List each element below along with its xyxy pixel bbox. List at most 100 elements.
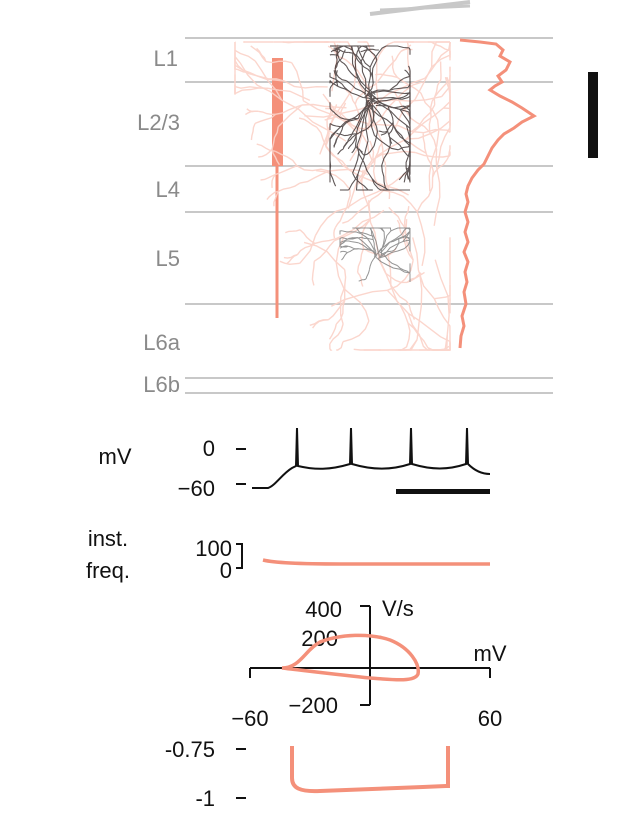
dendrite-segment xyxy=(256,47,267,62)
bottom-tick-neg075: -0.75 xyxy=(165,737,215,762)
dendrite-segment xyxy=(412,237,435,300)
dendrite-segment xyxy=(380,233,402,254)
dendrite-segment xyxy=(356,103,371,146)
dendrite-segment xyxy=(285,229,301,234)
dendrite-segment xyxy=(404,92,411,95)
dendrite-segment xyxy=(361,45,370,51)
inst-freq-trace xyxy=(262,558,490,566)
layer-label-l23: L2/3 xyxy=(137,110,180,135)
dendrite-segment xyxy=(342,320,370,343)
dendrite-segment xyxy=(377,77,426,103)
dendrite-segment xyxy=(389,77,404,91)
dendrite-segment xyxy=(355,120,362,136)
dendrite-segment xyxy=(337,104,374,131)
dendrite-segment xyxy=(431,41,450,52)
phase-x-tick-60: 60 xyxy=(478,706,502,731)
layer-label-l6a: L6a xyxy=(143,330,180,355)
dendrite-segment xyxy=(266,190,279,201)
dendrite-segment xyxy=(346,65,359,80)
morphology-cloud xyxy=(234,41,451,351)
morphology-grey-neuron xyxy=(339,227,411,282)
dendrite-segment xyxy=(275,165,298,176)
dendrite-segment xyxy=(376,41,395,62)
dendrite-segment xyxy=(298,117,318,128)
dendrite-segment xyxy=(337,48,349,53)
dendrite-segment xyxy=(420,92,440,131)
phase-y-tick-400: 400 xyxy=(305,597,342,622)
dendrite-segment xyxy=(343,288,370,322)
dendrite-segment xyxy=(273,191,280,207)
dendrite-segment xyxy=(367,100,378,127)
dendrite-segment xyxy=(326,104,338,121)
dendrite-segment xyxy=(299,229,316,244)
dendrite-segment xyxy=(345,240,359,244)
dendrite-segment xyxy=(387,278,407,302)
dendrite-segment xyxy=(351,236,362,239)
dendrite-segment xyxy=(334,58,343,70)
dendrite-segment xyxy=(416,177,434,213)
dendrite-segment xyxy=(344,269,347,301)
dendrite-segment xyxy=(333,137,338,147)
dendrite-segment xyxy=(378,248,405,259)
dendrite-segment xyxy=(315,169,351,191)
dendrite-segment xyxy=(431,82,448,102)
dendrite-segment xyxy=(336,126,344,139)
inst-freq-label-line2: freq. xyxy=(86,558,130,583)
dendrite-segment xyxy=(391,55,398,78)
dendrite-segment xyxy=(341,230,362,235)
dendrite-segment xyxy=(329,323,344,345)
dendrite-segment xyxy=(433,79,442,105)
dendrite-segment xyxy=(329,80,339,87)
dendrite-segment xyxy=(329,102,333,111)
dendrite-segment xyxy=(342,139,349,150)
dendrite-segment xyxy=(334,56,338,70)
dendrite-segment xyxy=(275,104,303,115)
dendrite-segment xyxy=(336,341,344,351)
dendrite-segment xyxy=(271,126,279,150)
freq-tick-0: 0 xyxy=(220,558,232,583)
dendrite-segment xyxy=(347,133,358,142)
dendrite-segment xyxy=(388,50,402,68)
dendrite-segment xyxy=(392,124,411,146)
morphology-dark-neuron xyxy=(329,45,411,191)
dendrite-segment xyxy=(340,245,349,248)
dendrite-segment xyxy=(336,132,345,137)
dendrite-segment xyxy=(367,66,390,89)
dendrite-segment xyxy=(347,245,359,250)
dendrite-segment xyxy=(360,189,384,211)
dendrite-segment xyxy=(347,143,353,150)
dendrite-segment xyxy=(388,122,394,135)
dendrite-segment xyxy=(375,61,379,102)
inst-freq-label-line1: inst. xyxy=(88,526,128,551)
dendrite-segment xyxy=(355,119,412,133)
dendrite-segment xyxy=(325,107,343,116)
dendrite-segment xyxy=(356,248,365,273)
dendrite-segment xyxy=(260,173,276,181)
dendrite-segment xyxy=(390,227,406,232)
dendrite-segment xyxy=(359,231,374,237)
dendrite-segment xyxy=(401,322,411,351)
dendrite-segment xyxy=(265,60,292,64)
dendrite-segment xyxy=(357,138,407,185)
dendrite-segment xyxy=(348,51,363,65)
dendrite-segment xyxy=(278,182,301,192)
dendrite-segment xyxy=(446,76,451,102)
dendrite-segment xyxy=(258,110,276,115)
dendrite-segment xyxy=(416,211,426,267)
dendrite-segment xyxy=(246,108,259,113)
voltage-trace xyxy=(252,427,491,489)
dendrite-segment xyxy=(339,250,348,254)
dendrite-segment xyxy=(407,154,411,158)
dendrite-segment xyxy=(358,148,365,156)
dendrite-segment xyxy=(416,272,423,340)
voltage-tick-neg60: −60 xyxy=(178,476,215,501)
dendrite-segment xyxy=(373,235,380,257)
dendrite-segment xyxy=(325,119,330,147)
dendrite-segment xyxy=(314,207,347,236)
dendrite-segment xyxy=(371,100,407,126)
dendrite-segment xyxy=(402,239,411,243)
dendrite-segment xyxy=(337,55,347,67)
dendrite-segment xyxy=(428,100,433,133)
dendrite-segment xyxy=(387,259,414,291)
dendrite-segment xyxy=(296,242,316,256)
